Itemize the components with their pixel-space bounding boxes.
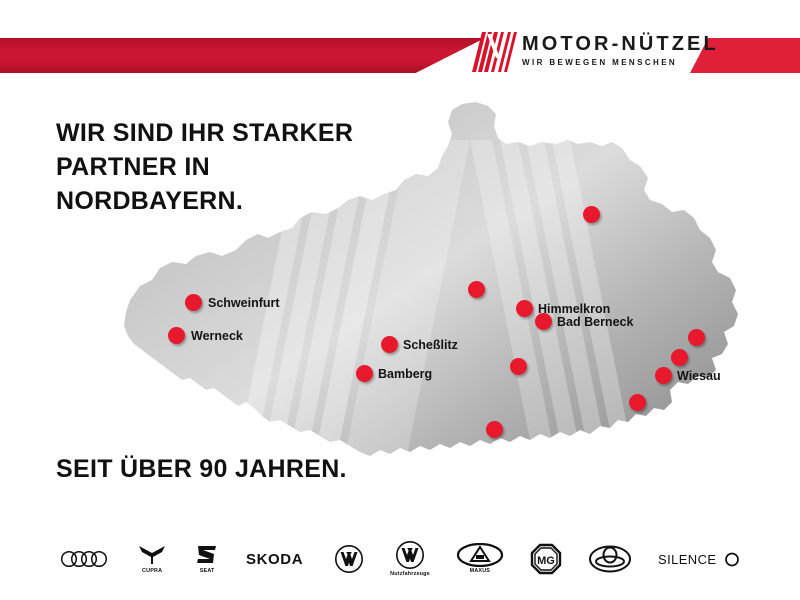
city-dot-icon [468, 281, 485, 298]
city-label: Bad Berneck [557, 315, 634, 329]
city-dot-icon [168, 327, 185, 344]
nordbayern-map [0, 100, 800, 480]
brand-caption: SEAT [199, 568, 215, 574]
brand-logo-row: CUPRA SEAT SKODA [0, 528, 800, 590]
header-banner: MOTOR-NÜTZEL WIR BEWEGEN MENSCHEN [0, 0, 800, 98]
brand-logo-seat[interactable]: SEAT [194, 543, 220, 575]
brand-logo-mg[interactable]: MG [530, 543, 562, 575]
city-dot-icon [356, 365, 373, 382]
svg-text:MG: MG [537, 555, 555, 567]
silence-logo-icon: SILENCE [658, 549, 740, 569]
map-landmass [124, 102, 738, 456]
brand-slogan: WIR BEWEGEN MENSCHEN [522, 58, 678, 67]
city-label: Scheßlitz [403, 338, 458, 352]
city-dot-icon [381, 336, 398, 353]
brand-text: MOTOR-NÜTZEL WIR BEWEGEN MENSCHEN [522, 33, 719, 69]
toyota-logo-icon [588, 545, 632, 573]
brand-logo-volkswagen[interactable] [334, 544, 364, 574]
brand-caption: CUPRA [142, 568, 163, 574]
skoda-wordmark-logo-icon: SKODA [246, 549, 308, 569]
city-label: Werneck [191, 329, 243, 343]
seat-logo-icon [194, 543, 220, 567]
company-logo[interactable]: MOTOR-NÜTZEL WIR BEWEGEN MENSCHEN [470, 28, 716, 76]
brand-logo-volkswagen-nutzfahrzeuge[interactable]: Nutzfahrzeuge [390, 540, 430, 578]
headline-line-3: NORDBAYERN. [56, 187, 244, 215]
brand-logo-cupra[interactable]: CUPRA [136, 543, 168, 575]
cupra-logo-icon [136, 543, 168, 567]
headline-line-1: WIR SIND IHR STARKER [56, 119, 354, 147]
audi-rings-logo-icon [60, 549, 110, 569]
svg-text:SILENCE: SILENCE [658, 552, 716, 567]
city-label: Bamberg [378, 367, 433, 381]
city-dot-icon [629, 394, 646, 411]
city-label: Wiesau [677, 369, 721, 383]
brand-logo-toyota[interactable] [588, 545, 632, 573]
brand-logo-skoda[interactable]: SKODA [246, 549, 308, 569]
page-title: WIR SIND IHR STARKER PARTNER IN NORDBAYE… [56, 116, 456, 218]
city-dot-icon [510, 358, 527, 375]
city-dot-icon [583, 206, 600, 223]
brand-logo-silence[interactable]: SILENCE [658, 549, 740, 569]
city-dot-icon [516, 300, 533, 317]
vw-logo-icon [334, 544, 364, 574]
maxus-logo-icon [456, 543, 504, 567]
city-dot-icon [185, 294, 202, 311]
brand-caption: MAXUS [469, 568, 491, 574]
header-band-left [0, 38, 485, 73]
city-dot-icon [688, 329, 705, 346]
svg-text:SKODA: SKODA [246, 551, 303, 568]
city-dot-icon [486, 421, 503, 438]
city-label: Schweinfurt [208, 296, 280, 310]
brand-name: MOTOR-NÜTZEL [522, 33, 719, 55]
striped-n-logo-icon [470, 28, 518, 76]
mg-logo-icon: MG [530, 543, 562, 575]
header-band-right [690, 38, 800, 73]
city-dot-icon [655, 367, 672, 384]
brand-logo-audi[interactable] [60, 549, 110, 569]
city-dot-icon [535, 313, 552, 330]
subtitle: SEIT ÜBER 90 JAHREN. [56, 455, 347, 483]
n-stripes-watermark-icon [232, 140, 638, 456]
brand-caption: Nutzfahrzeuge [390, 571, 430, 577]
city-label: Himmelkron [538, 302, 611, 316]
city-dot-icon [671, 349, 688, 366]
brand-logo-maxus[interactable]: MAXUS [456, 543, 504, 575]
headline-line-2: PARTNER IN [56, 153, 210, 181]
vw-logo-icon [395, 540, 425, 570]
